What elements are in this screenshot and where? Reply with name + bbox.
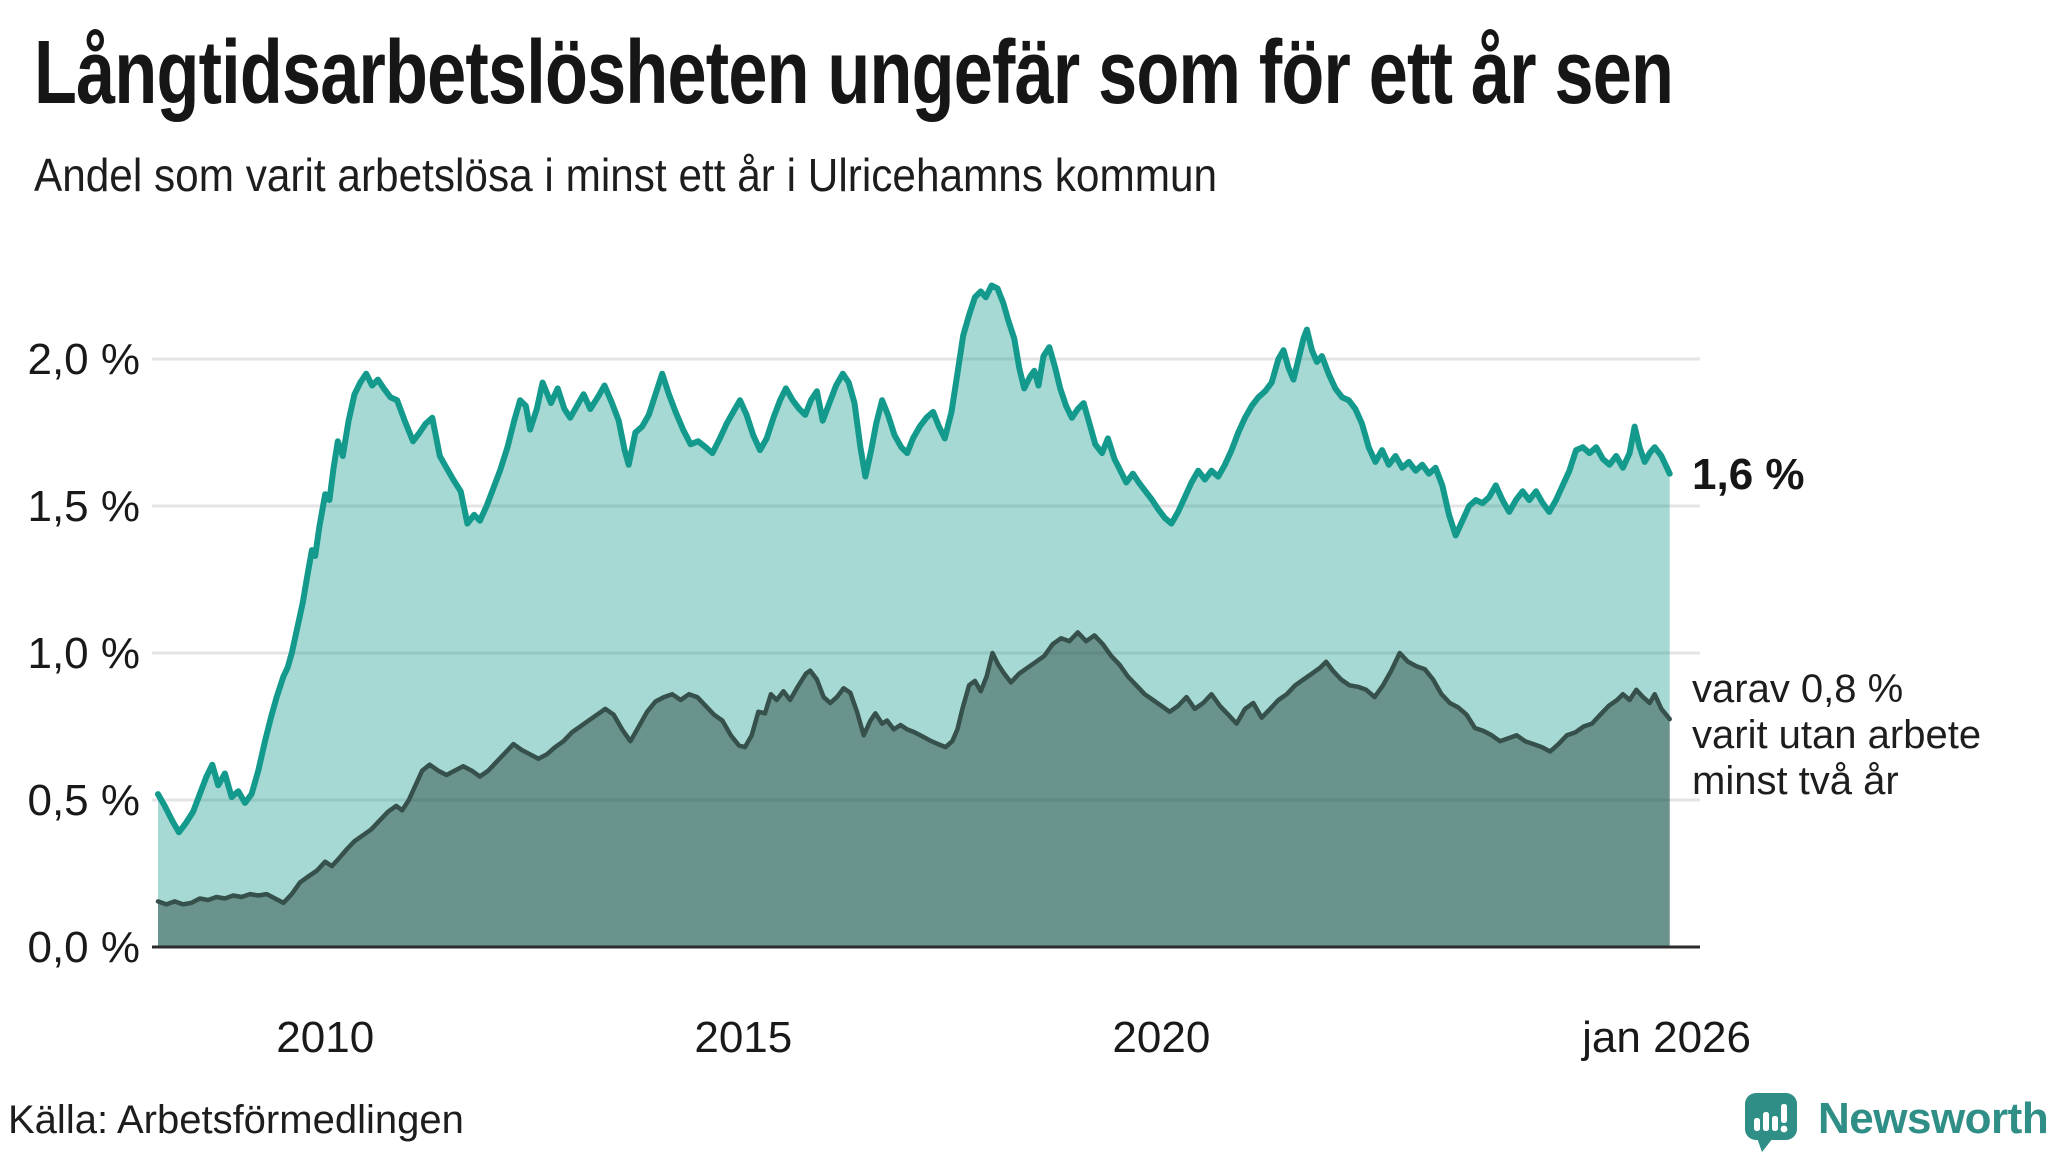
y-tick-label: 0,5 % [27, 776, 140, 825]
y-tick-label: 0,0 % [27, 923, 140, 972]
x-tick-label: 2015 [694, 1013, 792, 1062]
logo-wordmark: Newsworthy [1818, 1094, 2048, 1143]
latest-value-label: 1,6 % [1692, 450, 1805, 499]
speech-bubble-bar-chart-icon [1745, 1093, 1797, 1152]
source-label: Källa: Arbetsförmedlingen [8, 1098, 464, 1142]
x-tick-label: jan 2026 [1580, 1013, 1751, 1062]
y-tick-label: 1,0 % [27, 629, 140, 678]
x-tick-label: 2010 [276, 1013, 374, 1062]
x-tick-label: 2020 [1112, 1013, 1210, 1062]
page-title: Långtidsarbetslösheten ungefär som för e… [34, 23, 1674, 123]
page-subtitle: Andel som varit arbetslösa i minst ett å… [34, 149, 1218, 201]
area-min-one-year [158, 285, 1670, 947]
two-year-value-label: varav 0,8 % varit utan arbete minst två … [1692, 667, 1982, 803]
line-min-one-year [155, 282, 1673, 836]
area-min-two-years [158, 632, 1670, 947]
newsworthy-logo: Newsworthy [1744, 1092, 2048, 1152]
y-tick-label: 2,0 % [27, 335, 140, 384]
y-tick-label: 1,5 % [27, 482, 140, 531]
line-min-two-years [155, 630, 1672, 907]
